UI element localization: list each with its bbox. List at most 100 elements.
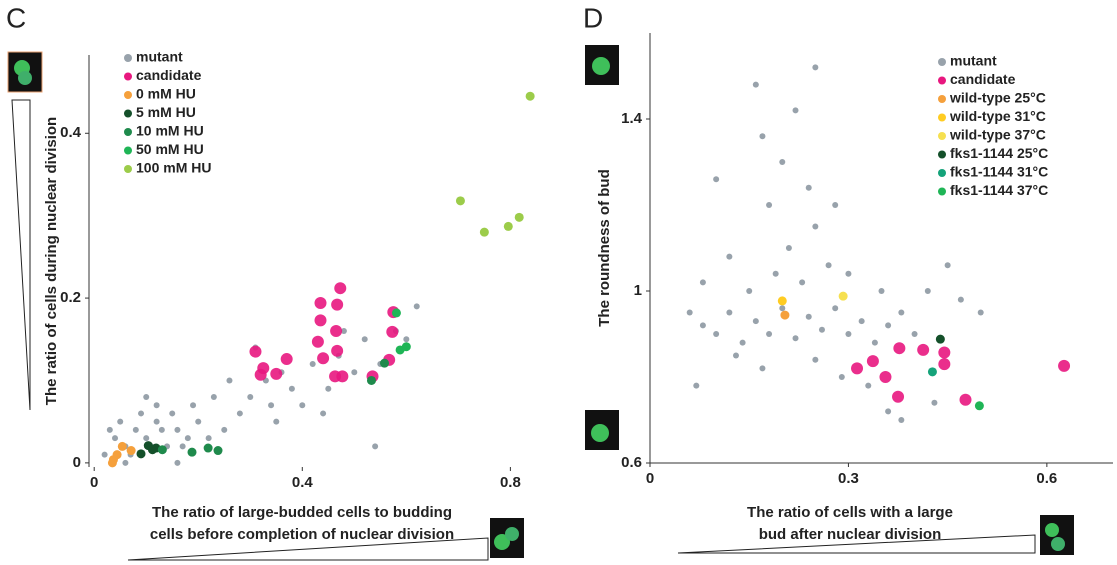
legend-label: fks1-1144 25°C (950, 145, 1048, 161)
mutant-point (132, 426, 139, 433)
mutant-point (818, 326, 825, 333)
mutant-point (812, 64, 819, 71)
cell-image (591, 424, 609, 442)
point (514, 212, 524, 222)
mutant-point (878, 288, 885, 294)
x-axis-label: cells before completion of nuclear divis… (150, 526, 454, 543)
mutant-point (205, 435, 212, 442)
cell-image (494, 534, 510, 550)
legend-marker (938, 150, 946, 159)
mutant-point (785, 245, 792, 251)
x-tick-label: 0.6 (1036, 470, 1057, 487)
panel-label: D (583, 2, 603, 33)
x-axis-label: bud after nuclear division (759, 526, 942, 543)
mutant-point (898, 417, 905, 423)
mutant-point (174, 426, 181, 433)
legend-marker (938, 76, 946, 85)
point (126, 446, 136, 456)
mutant-point (752, 81, 759, 88)
mutant-point (858, 318, 865, 325)
legend-marker (938, 58, 946, 66)
mutant-point (138, 410, 145, 417)
x-tick-label: 0.4 (292, 474, 314, 491)
mutant-point (106, 426, 113, 433)
mutant-point (931, 399, 938, 406)
mutant-point (273, 418, 280, 425)
point (117, 441, 127, 451)
point (136, 449, 146, 459)
point (386, 325, 399, 338)
mutant-point (288, 385, 295, 392)
gradient-triangle (11, 99, 31, 411)
panel-label: C (6, 2, 26, 33)
point (311, 335, 324, 348)
legend-marker (124, 91, 132, 99)
mutant-point (779, 159, 786, 165)
mutant-point (210, 393, 217, 400)
x-axis-label: The ratio of cells with a large (747, 504, 953, 521)
point (280, 353, 293, 366)
y-tick-label: 1 (634, 282, 642, 299)
point (1058, 359, 1071, 372)
mutant-point (143, 393, 150, 400)
mutant-point (739, 339, 746, 346)
point (525, 91, 535, 101)
point (455, 196, 465, 206)
mutant-point (184, 435, 191, 442)
legend-label: wild-type 37°C (949, 127, 1046, 143)
mutant-point (158, 426, 165, 433)
mutant-point (766, 331, 773, 337)
legend-marker (124, 146, 132, 155)
point (334, 282, 347, 295)
mutant-point (726, 309, 733, 316)
point (213, 446, 223, 456)
cell-image (592, 57, 610, 75)
mutant-point (309, 361, 316, 367)
point (331, 298, 344, 311)
y-tick-label: 1.4 (621, 110, 643, 127)
mutant-point (799, 279, 806, 286)
mutant-point (838, 374, 845, 380)
mutant-point (174, 459, 181, 466)
mutant-point (732, 352, 739, 359)
mutant-point (977, 309, 984, 316)
mutant-point (247, 393, 254, 400)
point (330, 325, 343, 338)
mutant-point (944, 262, 951, 269)
y-axis-label: The ratio of cells during nuclear divisi… (43, 117, 60, 405)
x-tick-label: 0 (646, 470, 654, 487)
mutant-point (772, 270, 779, 277)
legend-marker (124, 128, 132, 136)
mutant-point (153, 418, 160, 425)
point (479, 227, 489, 237)
point (866, 355, 879, 368)
mutant-point (221, 426, 228, 433)
x-tick-label: 0.3 (838, 470, 859, 487)
legend-marker (938, 95, 946, 103)
y-tick-label: 0.2 (60, 289, 81, 306)
y-tick-label: 0.6 (621, 454, 642, 471)
mutant-point (746, 288, 753, 294)
point (838, 291, 848, 301)
legend-label: mutant (950, 53, 997, 69)
gradient-triangle (127, 537, 489, 561)
mutant-point (812, 223, 819, 230)
point (892, 390, 905, 403)
point (187, 447, 197, 457)
mutant-point (268, 402, 275, 409)
point (254, 368, 267, 381)
point (777, 296, 787, 306)
point (366, 375, 376, 385)
point (249, 345, 262, 358)
mutant-point (112, 435, 119, 442)
legend-label: fks1-1144 31°C (950, 164, 1048, 180)
point (203, 443, 213, 453)
mutant-point (845, 270, 852, 277)
legend-marker (938, 187, 946, 196)
mutant-point (413, 303, 420, 310)
decorations (7, 45, 1074, 561)
mutant-point (101, 451, 108, 458)
mutant-point (792, 335, 799, 342)
mutant-point (898, 309, 905, 316)
